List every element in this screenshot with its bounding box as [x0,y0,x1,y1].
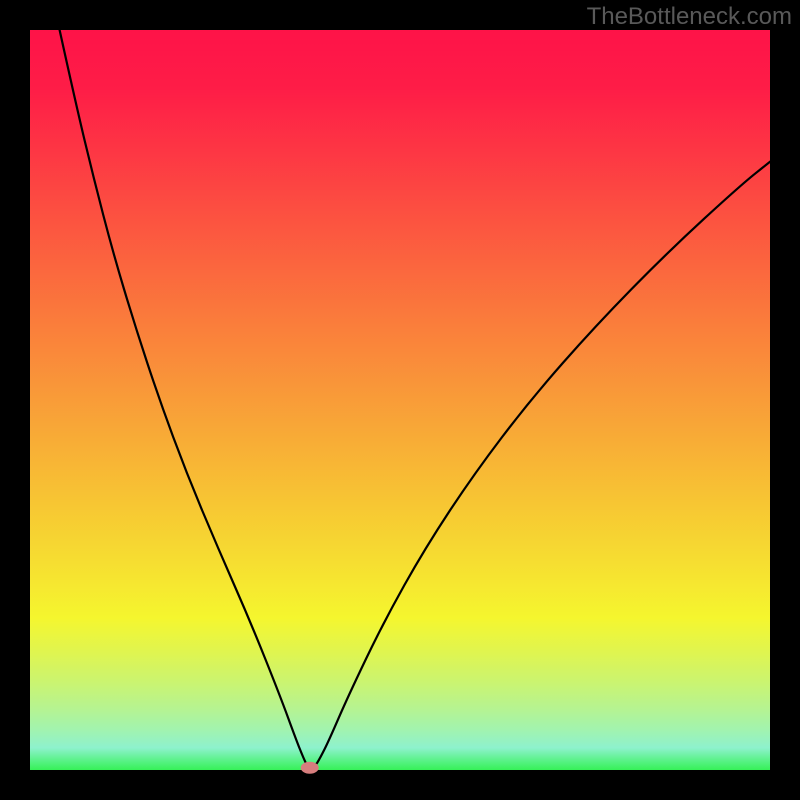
bottleneck-curve-plot [0,0,800,800]
plot-area [30,30,770,770]
chart-canvas: TheBottleneck.com [0,0,800,800]
minimum-marker [301,762,319,774]
watermark-text: TheBottleneck.com [587,3,792,31]
